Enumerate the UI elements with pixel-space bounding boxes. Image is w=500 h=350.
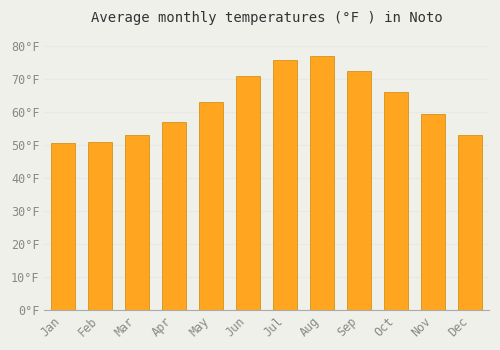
Bar [384,92,408,310]
Bar [347,71,372,310]
Bar [51,144,75,310]
Bar [422,114,446,310]
Bar [273,60,297,310]
Bar [88,142,112,310]
Bar [199,102,223,310]
Bar [162,122,186,310]
Bar [458,135,482,310]
Bar [125,135,149,310]
Bar [310,56,334,310]
Bar [236,76,260,310]
Title: Average monthly temperatures (°F ) in Noto: Average monthly temperatures (°F ) in No… [91,11,443,25]
